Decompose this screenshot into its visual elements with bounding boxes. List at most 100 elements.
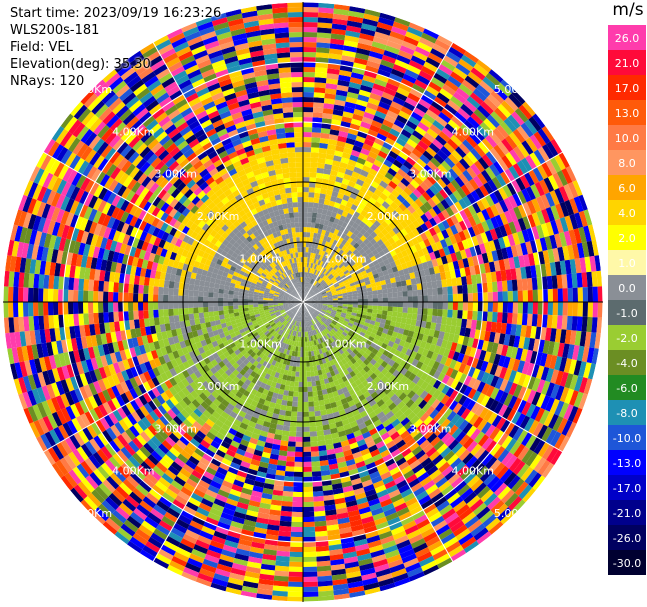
radar-gate — [139, 431, 151, 443]
radar-gate — [347, 437, 357, 445]
radar-gate — [313, 505, 325, 512]
radar-gate — [453, 461, 466, 473]
radar-gate — [187, 557, 203, 569]
radar-gate — [289, 551, 303, 558]
radar-gate — [280, 515, 292, 522]
radar-gate — [340, 324, 347, 330]
radar-gate — [343, 336, 350, 343]
radar-gate — [327, 318, 333, 323]
radar-gate — [341, 352, 348, 359]
radar-gate — [446, 454, 459, 466]
radar-gate — [450, 342, 458, 352]
radar-gate — [523, 417, 535, 432]
radar-gate — [561, 315, 568, 330]
radar-gate — [389, 466, 401, 476]
radar-gate — [321, 308, 327, 311]
radar-gate — [243, 519, 257, 527]
radar-gate — [193, 378, 202, 387]
radar-gate — [466, 399, 477, 411]
radar-gate — [243, 298, 249, 302]
radar-gate — [267, 519, 280, 526]
radar-gate — [255, 327, 262, 332]
radar-gate — [295, 446, 303, 453]
radar-gate — [405, 496, 418, 507]
radar-gate — [310, 371, 315, 377]
radar-gate — [145, 492, 159, 505]
radar-gate — [119, 482, 133, 496]
radar-gate — [316, 344, 321, 350]
radar-gate — [67, 302, 74, 315]
radar-gate — [243, 304, 249, 309]
radar-gate — [193, 284, 200, 291]
radar-gate — [486, 341, 494, 353]
radar-gate — [423, 564, 440, 577]
radar-gate — [371, 431, 381, 441]
radar-gate — [293, 299, 299, 301]
radar-gate — [347, 309, 353, 313]
radar-gate — [477, 302, 484, 312]
radar-gate — [161, 401, 171, 413]
radar-gate — [139, 405, 150, 417]
radar-gate — [322, 330, 327, 336]
radar-gate — [167, 409, 177, 420]
radar-gate — [320, 347, 326, 354]
radar-gate — [288, 576, 303, 582]
radar-gate — [195, 577, 212, 588]
radar-gate — [315, 535, 329, 542]
radar-gate — [467, 519, 483, 533]
radar-gate — [452, 302, 459, 311]
radar-gate — [282, 425, 290, 432]
radar-gate — [388, 444, 399, 454]
radar-gate — [92, 393, 103, 407]
radar-gate — [429, 409, 439, 420]
radar-gate — [525, 434, 537, 450]
radar-gate — [233, 355, 240, 363]
radar-gate — [405, 562, 421, 573]
radar-gate — [428, 329, 435, 337]
radar-gate — [472, 310, 478, 321]
radar-gate — [112, 437, 125, 450]
radar-gate — [470, 428, 481, 441]
radar-gate — [557, 302, 563, 316]
radar-gate — [187, 358, 195, 367]
radar-gate — [337, 377, 344, 385]
radar-gate — [139, 480, 152, 493]
radar-gate — [257, 583, 274, 591]
radar-gate — [223, 475, 235, 484]
radar-gate — [149, 410, 160, 422]
radar-gate — [163, 287, 169, 295]
radar-gate — [89, 268, 96, 280]
radar-gate — [116, 407, 127, 420]
radar-gate — [316, 385, 322, 391]
radar-gate — [13, 378, 23, 395]
radar-gate — [368, 427, 378, 436]
radar-gate — [311, 314, 315, 319]
radar-gate — [306, 316, 309, 322]
radar-gate — [317, 304, 323, 307]
radar-gate — [197, 375, 206, 384]
radar-gate — [251, 490, 263, 498]
radar-gate — [218, 403, 227, 412]
radar-gate — [327, 303, 333, 306]
radar-gate — [298, 316, 301, 322]
radar-gate — [385, 512, 399, 522]
radar-gate — [169, 560, 185, 572]
radar-gate — [355, 543, 369, 552]
radar-gate — [294, 310, 298, 315]
radar-gate — [387, 359, 396, 367]
radar-gate — [273, 575, 289, 582]
radar-gate — [149, 325, 157, 335]
radar-gate — [313, 400, 320, 407]
radar-gate — [292, 366, 297, 372]
radar-gate — [416, 369, 425, 379]
radar-gate — [199, 413, 209, 423]
radar-gate — [550, 449, 563, 466]
radar-gate — [309, 325, 313, 331]
radar-gate — [578, 361, 587, 378]
radar-gate — [267, 333, 273, 340]
radar-gate — [155, 384, 165, 395]
radar-gate — [271, 494, 283, 501]
radar-gate — [49, 262, 57, 276]
radar-gate — [272, 585, 289, 592]
radar-gate — [202, 302, 209, 308]
